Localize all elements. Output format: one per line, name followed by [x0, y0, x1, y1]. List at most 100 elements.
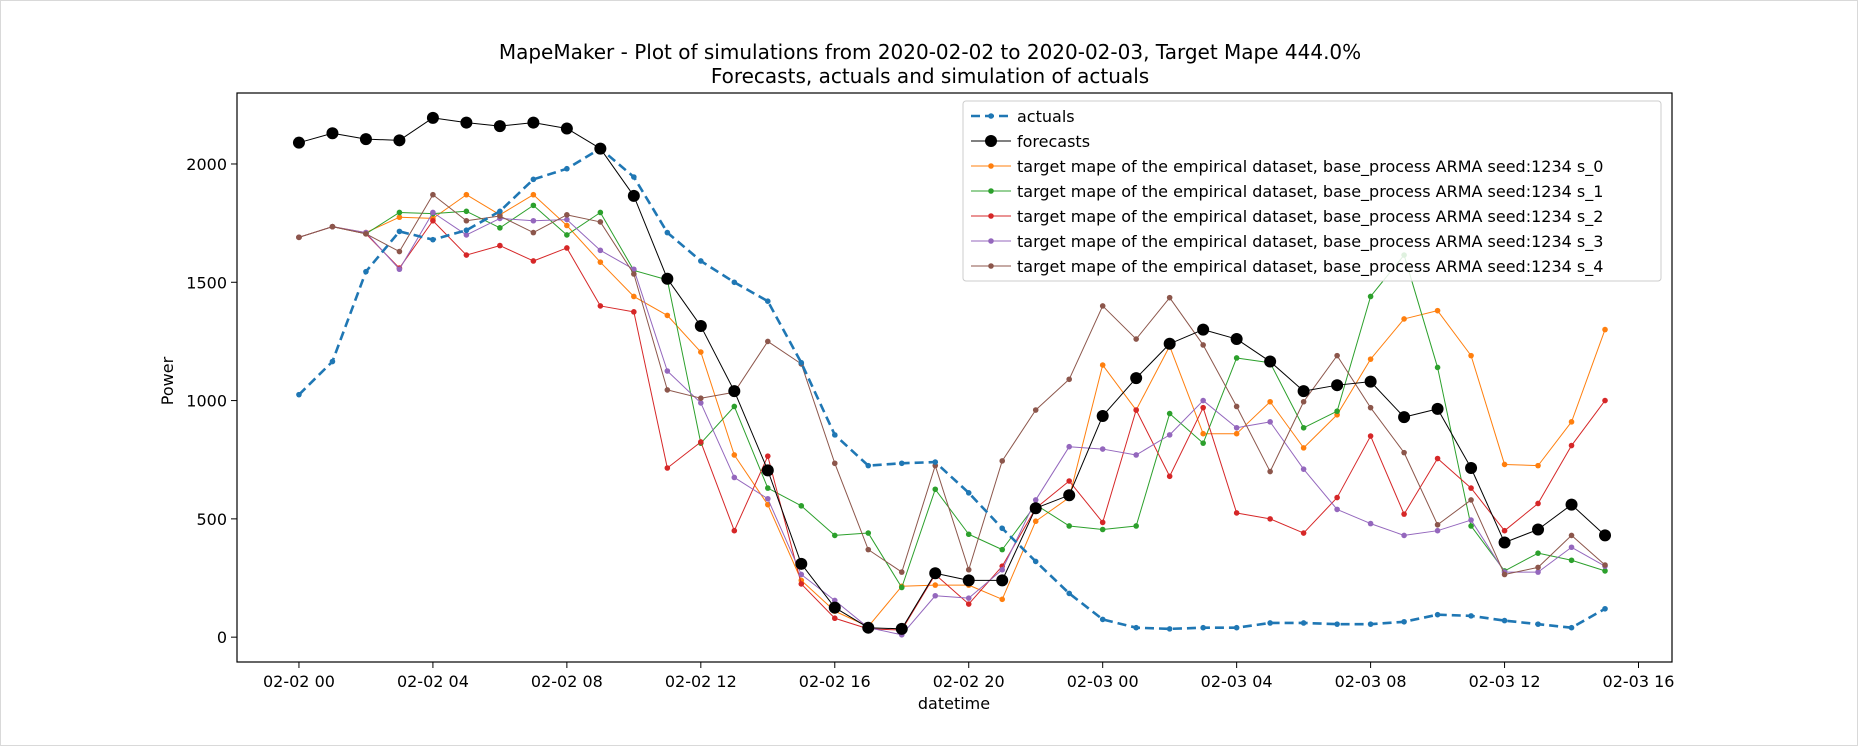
series-line: [298, 117, 1606, 630]
data-point: [1434, 364, 1441, 371]
data-point: [764, 338, 771, 345]
data-point: [564, 245, 570, 251]
series-group: [292, 111, 1612, 638]
data-point: [996, 574, 1009, 587]
data-point: [1066, 478, 1072, 484]
data-point: [530, 202, 537, 209]
data-point: [1300, 445, 1307, 451]
data-point: [698, 258, 704, 264]
data-point: [564, 232, 570, 238]
legend-entry: target mape of the empirical dataset, ba…: [971, 182, 1603, 202]
data-point: [597, 259, 604, 265]
x-tick-label: 02-03 00: [1067, 672, 1139, 691]
data-point: [1099, 362, 1106, 368]
series-line: [298, 194, 1606, 628]
data-point: [430, 236, 436, 243]
data-point: [329, 223, 336, 230]
data-point: [999, 525, 1006, 532]
series-line: [298, 147, 1606, 631]
data-point: [560, 122, 573, 135]
data-point: [698, 400, 704, 406]
data-point: [326, 127, 339, 140]
data-point: [764, 495, 771, 502]
legend-label: target mape of the empirical dataset, ba…: [1017, 157, 1603, 177]
data-point: [1166, 432, 1173, 438]
data-point: [497, 225, 503, 231]
data-point: [1465, 461, 1478, 474]
data-point: [698, 395, 704, 402]
data-point: [1501, 461, 1508, 468]
data-point: [965, 490, 972, 496]
data-point: [1300, 424, 1307, 431]
series-1: [292, 111, 1612, 635]
y-tick-label: 500: [196, 510, 227, 529]
data-point: [1535, 462, 1541, 469]
data-point: [564, 165, 570, 172]
data-point: [1230, 333, 1243, 346]
chart-title: MapeMaker - Plot of simulations from 202…: [499, 40, 1361, 64]
series-6: [296, 191, 1608, 578]
y-tick-label: 0: [217, 628, 227, 647]
data-point: [1602, 397, 1608, 404]
data-point: [764, 298, 771, 304]
data-point: [1367, 404, 1374, 411]
data-point: [798, 503, 805, 509]
data-point: [396, 248, 403, 255]
data-point: [393, 134, 406, 147]
data-point: [1300, 620, 1307, 626]
y-tick-label: 1500: [186, 273, 227, 292]
data-point: [463, 252, 470, 258]
data-point: [497, 242, 503, 249]
data-point: [1364, 375, 1377, 388]
data-point: [631, 266, 637, 273]
data-point: [530, 217, 537, 224]
data-point: [564, 212, 570, 218]
plot-area: [236, 92, 1673, 663]
data-point: [627, 189, 640, 202]
data-point: [631, 271, 637, 277]
data-point: [932, 582, 939, 588]
legend: actuals forecasts target mape of the empir…: [962, 100, 1662, 282]
legend-entry: target mape of the empirical dataset, ba…: [971, 207, 1603, 227]
data-point: [1200, 440, 1206, 446]
data-point: [1099, 446, 1106, 452]
data-point: [1468, 523, 1474, 529]
data-point: [664, 312, 671, 319]
data-point: [1233, 624, 1240, 631]
data-point: [1535, 564, 1541, 571]
data-point: [1401, 618, 1407, 625]
data-point: [1200, 404, 1206, 411]
legend-marker: [985, 135, 997, 147]
data-point: [1197, 323, 1210, 336]
data-point: [1032, 497, 1039, 503]
data-point: [493, 120, 506, 133]
data-point: [631, 309, 637, 315]
data-point: [527, 116, 540, 129]
data-point: [530, 229, 537, 236]
legend-entry: target mape of the empirical dataset, ba…: [971, 157, 1603, 177]
data-point: [1434, 611, 1441, 618]
legend-marker: [988, 113, 994, 119]
legend-marker: [988, 163, 994, 169]
series-0: [296, 145, 1608, 632]
data-point: [463, 191, 470, 198]
data-point: [895, 622, 908, 635]
data-point: [965, 595, 972, 601]
data-point: [1431, 402, 1444, 415]
data-point: [1133, 336, 1139, 342]
data-point: [1535, 569, 1541, 575]
data-point: [1434, 455, 1441, 462]
data-point: [1535, 550, 1541, 556]
legend-entry: target mape of the empirical dataset, ba…: [971, 232, 1603, 252]
x-tick-label: 02-03 12: [1469, 672, 1541, 691]
data-point: [898, 460, 905, 467]
data-point: [1066, 376, 1072, 383]
data-point: [1233, 355, 1240, 361]
data-point: [1233, 403, 1240, 410]
data-point: [363, 268, 369, 275]
data-point: [1032, 558, 1039, 565]
data-point: [396, 209, 403, 216]
y-axis-label: Power: [158, 356, 177, 405]
